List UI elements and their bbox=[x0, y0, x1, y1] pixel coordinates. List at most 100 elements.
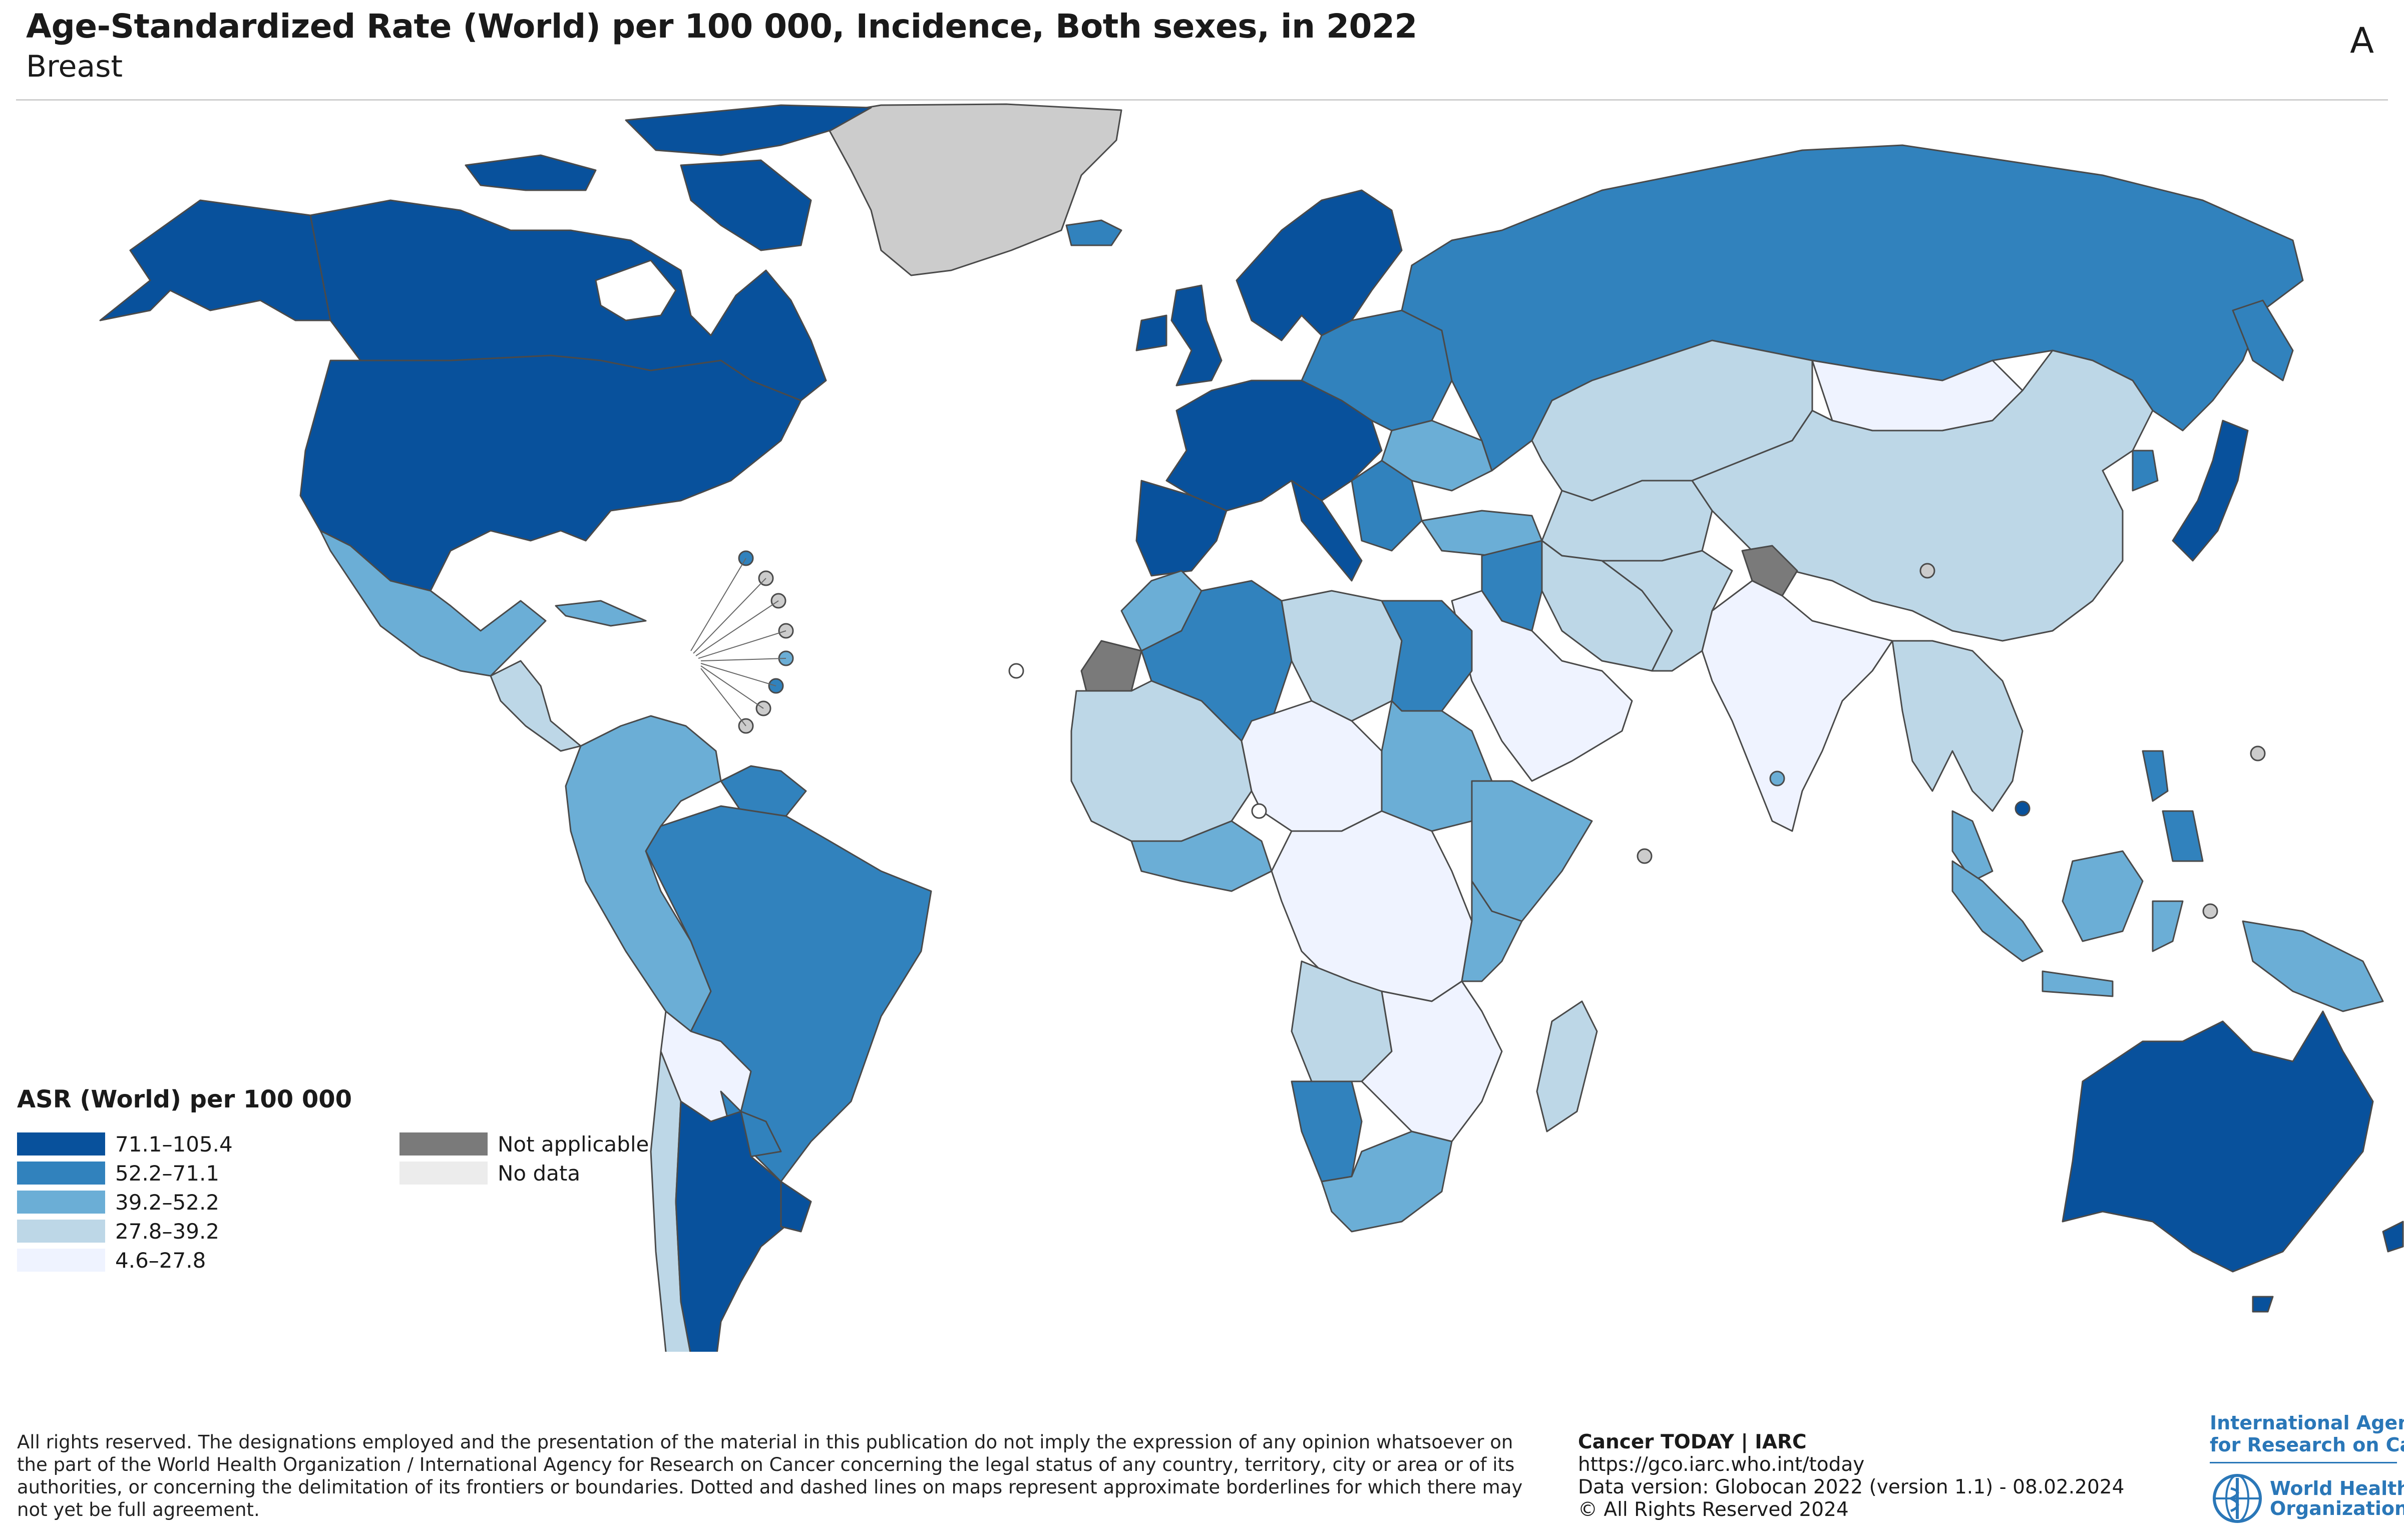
leader-line-2 bbox=[693, 578, 766, 654]
region-java bbox=[2042, 970, 2114, 997]
leader-line-1 bbox=[690, 558, 746, 651]
region-northern-south-america bbox=[565, 715, 722, 1032]
iarc-logo-line-1: International Agency bbox=[2210, 1412, 2404, 1434]
legend-label: 4.6–27.8 bbox=[115, 1248, 206, 1273]
region-argentina bbox=[675, 1100, 792, 1352]
region-uruguay bbox=[780, 1181, 812, 1233]
region-sulawesi bbox=[2152, 900, 2184, 952]
map-subtitle: Breast bbox=[26, 49, 123, 84]
legend-title: ASR (World) per 100 000 bbox=[17, 1085, 352, 1113]
region-kashmir-not-applicable bbox=[1741, 545, 1798, 597]
region-western-sahara bbox=[1080, 640, 1142, 692]
region-iberia bbox=[1135, 480, 1228, 577]
legend-swatch bbox=[399, 1132, 488, 1156]
legend-swatch bbox=[17, 1220, 105, 1243]
map-title: Age-Standardized Rate (World) per 100 00… bbox=[26, 7, 1417, 46]
header-divider bbox=[16, 99, 2388, 101]
legend-swatch bbox=[17, 1191, 105, 1214]
region-australia bbox=[2062, 1010, 2374, 1273]
region-malay-peninsula bbox=[1951, 810, 1993, 882]
leader-line-4 bbox=[698, 630, 786, 659]
region-india bbox=[1701, 580, 1893, 832]
region-namibia bbox=[1291, 1080, 1363, 1183]
region-east-africa bbox=[1461, 880, 1523, 982]
legend-label: No data bbox=[498, 1161, 581, 1186]
panel-letter: A bbox=[2350, 20, 2374, 61]
iarc-logo: International Agency for Research on Can… bbox=[2210, 1412, 2404, 1456]
region-canada-islands-2 bbox=[465, 154, 597, 191]
credits-url[interactable]: https://gco.iarc.who.int/today bbox=[1578, 1453, 1865, 1476]
credits-copyright: © All Rights Reserved 2024 bbox=[1578, 1498, 1849, 1521]
region-madagascar bbox=[1536, 1000, 1598, 1132]
region-central-asia bbox=[1541, 480, 1713, 562]
legend-label: Not applicable bbox=[498, 1131, 649, 1157]
region-ireland bbox=[1135, 314, 1167, 351]
region-kamchatka bbox=[2232, 299, 2294, 381]
region-small-island-16 bbox=[1919, 563, 1935, 579]
region-southeast-asia bbox=[1891, 640, 2024, 812]
legend-class-4: 27.8–39.2 bbox=[17, 1219, 219, 1244]
who-logo-line-1: World Health bbox=[2270, 1477, 2404, 1499]
leader-line-5 bbox=[700, 658, 786, 661]
region-south-east-africa bbox=[1361, 980, 1503, 1142]
iarc-logo-line-2: for Research on Cancer bbox=[2210, 1434, 2404, 1456]
region-hudson-bay bbox=[595, 259, 677, 321]
region-small-island-12 bbox=[1769, 771, 1785, 787]
credits-name: Cancer TODAY | IARC bbox=[1578, 1431, 1807, 1453]
legend-swatch bbox=[399, 1162, 488, 1185]
legend-swatch bbox=[17, 1249, 105, 1272]
leader-line-7 bbox=[700, 665, 764, 709]
region-china bbox=[1691, 349, 2154, 642]
region-small-island-14 bbox=[2250, 745, 2266, 761]
credits-version: Data version: Globocan 2022 (version 1.1… bbox=[1578, 1476, 2125, 1498]
leader-line-6 bbox=[700, 663, 776, 686]
legend-swatch bbox=[17, 1132, 105, 1156]
legend-label: 71.1–105.4 bbox=[115, 1131, 233, 1157]
logo-divider bbox=[2210, 1462, 2397, 1463]
region-cuba bbox=[555, 600, 647, 627]
region-greenland bbox=[820, 103, 1122, 276]
who-logo-line-2: Organization bbox=[2270, 1497, 2404, 1519]
legend-class-1: 71.1–105.4 bbox=[17, 1131, 233, 1157]
legend-label: 39.2–52.2 bbox=[115, 1190, 220, 1215]
region-small-island-9 bbox=[1008, 663, 1024, 679]
region-small-island-10 bbox=[1251, 803, 1267, 819]
region-brazil bbox=[645, 805, 932, 1183]
region-new-guinea bbox=[2242, 920, 2384, 1012]
region-western-europe bbox=[1165, 379, 1383, 512]
region-alaska bbox=[99, 199, 331, 321]
legend-class-3: 39.2–52.2 bbox=[17, 1190, 219, 1215]
region-baffin-island bbox=[680, 159, 812, 251]
region-scandinavia bbox=[1236, 189, 1403, 341]
region-small-island-13 bbox=[2015, 801, 2031, 817]
region-mexico bbox=[319, 530, 547, 677]
region-italy bbox=[1291, 480, 1363, 582]
region-philippines-south bbox=[2162, 810, 2204, 862]
region-canada-arctic-islands bbox=[625, 104, 872, 156]
region-libya bbox=[1281, 590, 1403, 722]
region-ethiopia-somalia bbox=[1471, 780, 1593, 922]
legend-not-applicable: Not applicable bbox=[399, 1131, 649, 1157]
region-small-island-15 bbox=[2202, 903, 2218, 919]
region-korea bbox=[2132, 450, 2159, 492]
disclaimer-text: All rights reserved. The designations em… bbox=[17, 1431, 1523, 1520]
region-japan bbox=[2172, 420, 2249, 562]
who-logo: World Health Organization bbox=[2210, 1471, 2404, 1526]
region-small-island-11 bbox=[1637, 848, 1653, 864]
region-central-america bbox=[490, 660, 582, 752]
region-iceland bbox=[1065, 219, 1122, 246]
region-arabian-peninsula bbox=[1451, 590, 1633, 782]
region-united-states bbox=[299, 354, 802, 592]
legend-label: 27.8–39.2 bbox=[115, 1219, 220, 1244]
legend-swatch bbox=[17, 1162, 105, 1185]
legend-no-data: No data bbox=[399, 1161, 580, 1186]
source-credits: Cancer TODAY | IARC https://gco.iarc.who… bbox=[1578, 1431, 2124, 1521]
world-choropleth-map bbox=[99, 103, 2404, 1352]
region-new-zealand bbox=[2382, 1221, 2404, 1253]
legend-label: 52.2–71.1 bbox=[115, 1161, 220, 1186]
region-united-kingdom bbox=[1170, 284, 1223, 387]
region-borneo bbox=[2062, 850, 2144, 942]
legend-class-5: 4.6–27.8 bbox=[17, 1248, 206, 1273]
legend-class-2: 52.2–71.1 bbox=[17, 1161, 219, 1186]
region-philippines bbox=[2142, 750, 2169, 802]
